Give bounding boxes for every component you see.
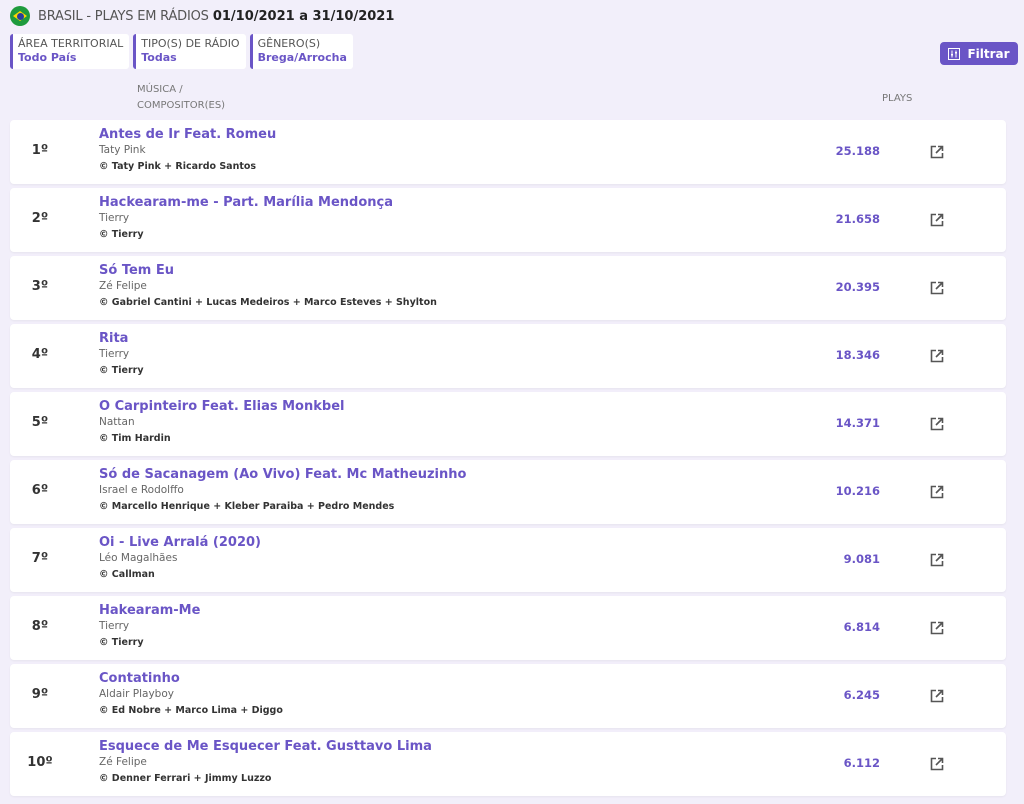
artist: Tierry — [99, 212, 130, 224]
song-title[interactable]: Rita — [99, 331, 129, 346]
song-title[interactable]: Antes de Ir Feat. Romeu — [99, 127, 277, 142]
artist: Tierry — [99, 348, 130, 360]
artist: Israel e Rodolffo — [99, 484, 184, 496]
composers: © Tierry — [99, 365, 144, 376]
composers: © Marcello Henrique + Kleber Paraiba + P… — [99, 501, 395, 512]
external-link-icon[interactable] — [930, 553, 944, 567]
plays-count: 6.245 — [843, 688, 880, 702]
artist: Taty Pink — [99, 144, 146, 156]
external-link-icon[interactable] — [930, 757, 944, 771]
rank: 9º — [31, 687, 49, 702]
external-link-icon[interactable] — [930, 417, 944, 431]
column-header-plays: PLAYS — [882, 93, 913, 104]
table-row: 8º Hakearam-Me Tierry © Tierry 6.814 — [10, 596, 1006, 660]
rank: 5º — [31, 415, 49, 430]
plays-count: 14.371 — [835, 416, 880, 430]
table-row: 1º Antes de Ir Feat. Romeu Taty Pink © T… — [10, 120, 1006, 184]
song-title[interactable]: Contatinho — [99, 671, 180, 686]
composers: © Callman — [99, 569, 155, 580]
brazil-flag-icon — [10, 6, 30, 26]
rank: 4º — [31, 347, 49, 362]
page-title: BRASIL - PLAYS EM RÁDIOS 01/10/2021 a 31… — [38, 8, 395, 24]
external-link-icon[interactable] — [930, 689, 944, 703]
external-link-icon[interactable] — [930, 349, 944, 363]
song-title[interactable]: O Carpinteiro Feat. Elias Monkbel — [99, 399, 345, 414]
page-header: BRASIL - PLAYS EM RÁDIOS 01/10/2021 a 31… — [10, 6, 394, 26]
column-header-music: MÚSICA / COMPOSITOR(ES) — [137, 84, 226, 111]
table-row: 3º Só Tem Eu Zé Felipe © Gabriel Cantini… — [10, 256, 1006, 320]
song-title[interactable]: Só Tem Eu — [99, 263, 174, 278]
plays-count: 20.395 — [835, 280, 880, 294]
song-title[interactable]: Só de Sacanagem (Ao Vivo) Feat. Mc Mathe… — [99, 467, 467, 482]
rank: 8º — [31, 619, 49, 634]
plays-count: 25.188 — [835, 144, 880, 158]
plays-count: 6.814 — [843, 620, 880, 634]
rank: 1º — [31, 143, 49, 158]
filter-area[interactable]: ÁREA TERRITORIAL Todo País — [10, 34, 130, 69]
composers: © Ed Nobre + Marco Lima + Diggo — [99, 705, 283, 716]
filter-genre[interactable]: GÊNERO(S) Brega/Arrocha — [249, 34, 353, 69]
song-title[interactable]: Hackearam-me - Part. Marília Mendonça — [99, 195, 393, 210]
table-row: 7º Oi - Live Arralá (2020) Léo Magalhães… — [10, 528, 1006, 592]
external-link-icon[interactable] — [930, 621, 944, 635]
rank: 6º — [31, 483, 49, 498]
composers: © Tim Hardin — [99, 433, 171, 444]
artist: Zé Felipe — [99, 280, 147, 292]
table-row: 2º Hackearam-me - Part. Marília Mendonça… — [10, 188, 1006, 252]
artist: Tierry — [99, 620, 130, 632]
composers: © Taty Pink + Ricardo Santos — [99, 161, 257, 172]
rank: 2º — [31, 211, 49, 226]
sliders-icon — [948, 47, 961, 60]
plays-count: 18.346 — [835, 348, 880, 362]
artist: Zé Felipe — [99, 756, 147, 768]
song-title[interactable]: Oi - Live Arralá (2020) — [99, 535, 261, 550]
plays-count: 21.658 — [835, 212, 880, 226]
period: 01/10/2021 a 31/10/2021 — [212, 8, 395, 24]
filter-radio-type[interactable]: TIPO(S) DE RÁDIO Todas — [133, 34, 246, 69]
plays-count: 9.081 — [843, 552, 880, 566]
rank: 3º — [31, 279, 49, 294]
plays-count: 10.216 — [835, 484, 880, 498]
external-link-icon[interactable] — [930, 145, 944, 159]
table-row: 5º O Carpinteiro Feat. Elias Monkbel Nat… — [10, 392, 1006, 456]
filter-summary: ÁREA TERRITORIAL Todo País TIPO(S) DE RÁD… — [10, 34, 353, 69]
artist: Nattan — [99, 416, 135, 428]
song-title[interactable]: Esquece de Me Esquecer Feat. Gusttavo Li… — [99, 739, 432, 754]
external-link-icon[interactable] — [930, 485, 944, 499]
composers: © Denner Ferrari + Jimmy Luzzo — [99, 773, 272, 784]
composers: © Gabriel Cantini + Lucas Medeiros + Mar… — [99, 297, 437, 308]
song-title[interactable]: Hakearam-Me — [99, 603, 201, 618]
rank: 7º — [31, 551, 49, 566]
composers: © Tierry — [99, 637, 144, 648]
table-row: 6º Só de Sacanagem (Ao Vivo) Feat. Mc Ma… — [10, 460, 1006, 524]
external-link-icon[interactable] — [930, 213, 944, 227]
table-row: 9º Contatinho Aldair Playboy © Ed Nobre … — [10, 664, 1006, 728]
composers: © Tierry — [99, 229, 144, 240]
plays-count: 6.112 — [843, 756, 880, 770]
artist: Aldair Playboy — [99, 688, 174, 700]
rank: 10º — [27, 755, 53, 770]
table-row: 10º Esquece de Me Esquecer Feat. Gusttav… — [10, 732, 1006, 796]
table-row: 4º Rita Tierry © Tierry 18.346 — [10, 324, 1006, 388]
artist: Léo Magalhães — [99, 552, 178, 564]
filter-button[interactable]: Filtrar — [940, 42, 1018, 65]
external-link-icon[interactable] — [930, 281, 944, 295]
